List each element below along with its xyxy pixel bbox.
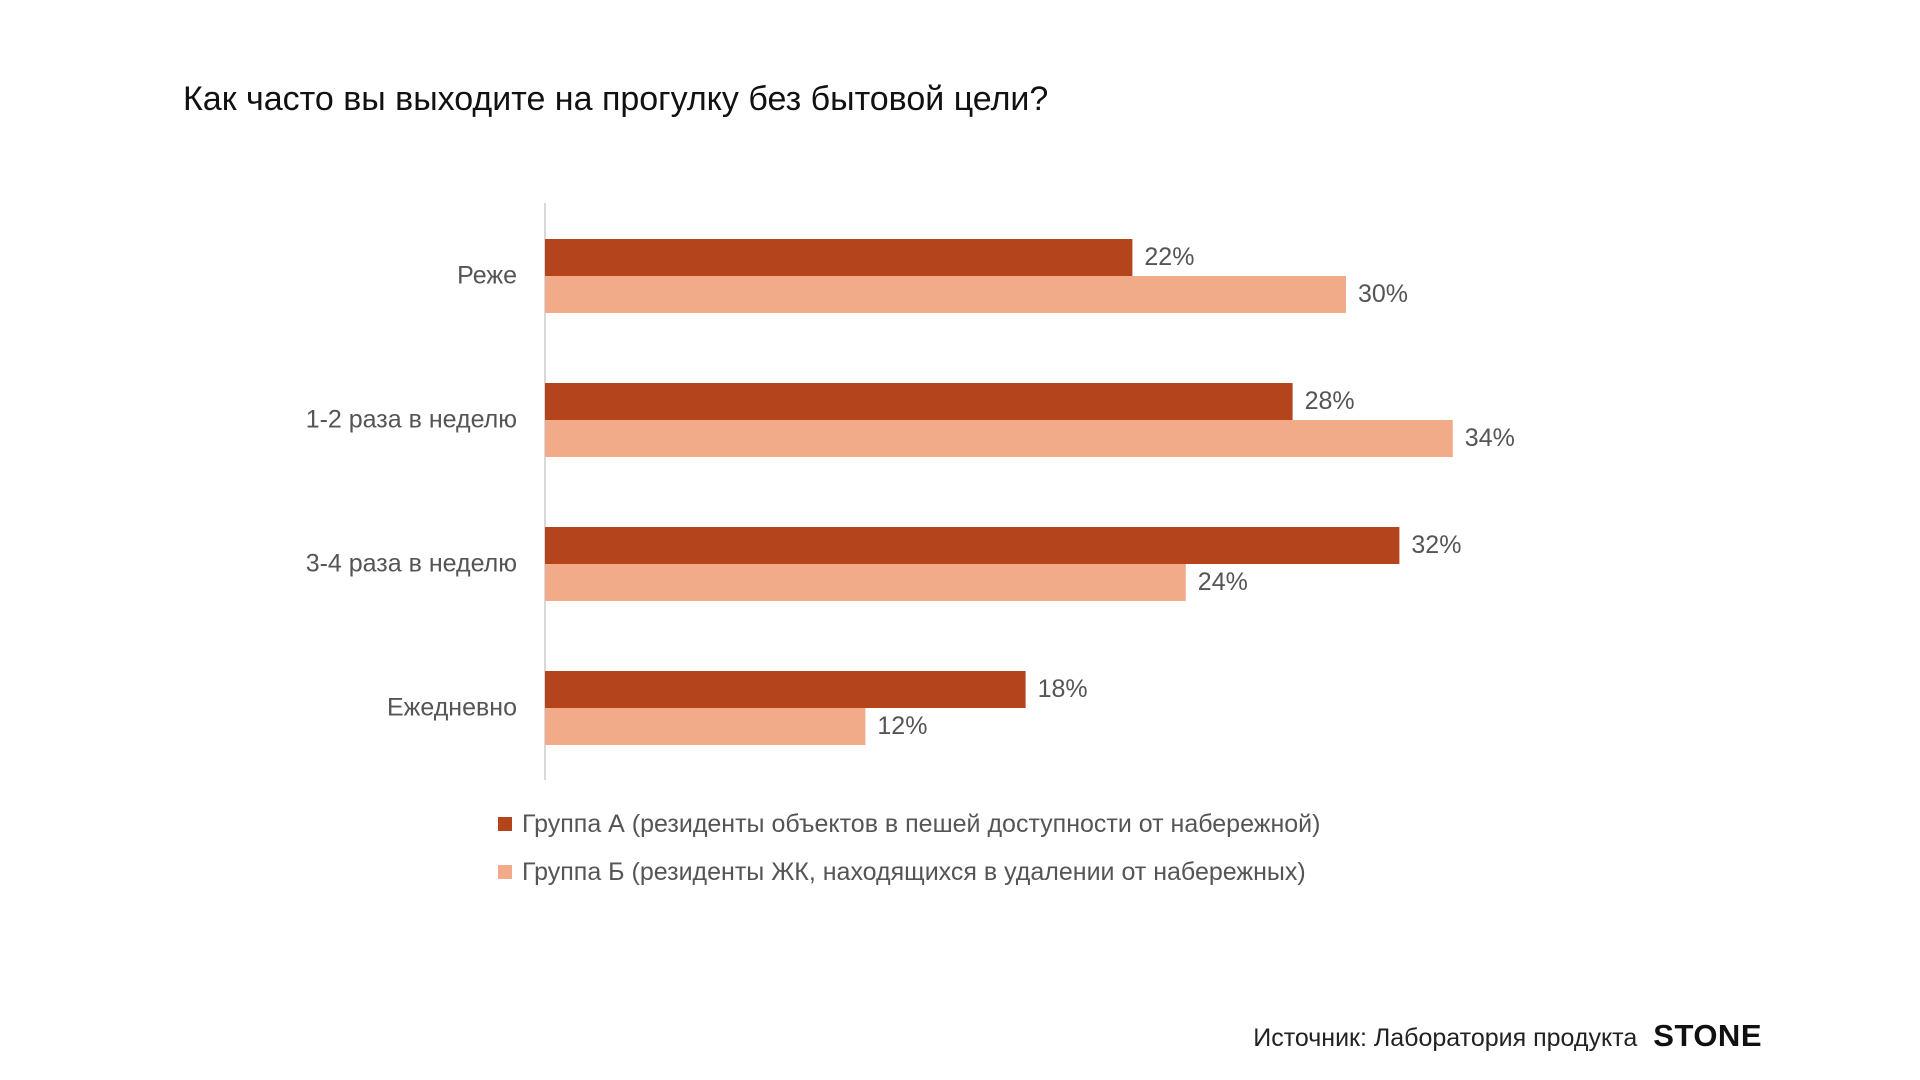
bar-group-a [545, 527, 1400, 564]
bar-group-a [545, 383, 1293, 420]
category-label: Реже [457, 262, 517, 290]
legend-label-group-a: Группа А (резиденты объектов в пешей дос… [522, 809, 1321, 838]
bar-group-b [545, 276, 1346, 313]
bar-group-a [545, 239, 1133, 276]
data-label: 12% [877, 712, 927, 740]
source-note: Источник: Лаборатория продукта STONE [1253, 1018, 1762, 1054]
bar-group-b [545, 420, 1453, 457]
chart-title: Как часто вы выходите на прогулку без бы… [183, 80, 1049, 118]
bar-group-b [545, 564, 1186, 601]
data-label: 30% [1358, 280, 1408, 308]
data-label: 32% [1411, 531, 1461, 559]
data-label: 18% [1038, 675, 1088, 703]
category-label: 3-4 раза в неделю [306, 550, 517, 578]
bar-chart: Реже 22% 30% 1-2 раза в неделю 28% 34% 3-4 раз… [306, 203, 1515, 780]
legend-label-group-b: Группа Б (резиденты ЖК, находящихся в уд… [522, 857, 1306, 886]
bar-group-b [545, 708, 866, 745]
data-label: 22% [1144, 243, 1194, 271]
bar-group-a [545, 671, 1026, 708]
chart-legend: Группа А (резиденты объектов в пешей дос… [498, 800, 1320, 896]
data-label: 34% [1465, 424, 1515, 452]
data-label: 24% [1198, 568, 1248, 596]
legend-item-group-b: Группа Б (резиденты ЖК, находящихся в уд… [498, 848, 1320, 896]
source-text: Источник: Лаборатория продукта [1253, 1024, 1638, 1052]
legend-swatch-group-b [498, 865, 512, 879]
data-label: 28% [1305, 387, 1355, 415]
legend-item-group-a: Группа А (резиденты объектов в пешей дос… [498, 800, 1320, 848]
stone-logo: STONE [1653, 1018, 1762, 1053]
category-label: Ежедневно [387, 694, 517, 722]
legend-swatch-group-a [498, 817, 512, 831]
category-label: 1-2 раза в неделю [306, 406, 517, 434]
